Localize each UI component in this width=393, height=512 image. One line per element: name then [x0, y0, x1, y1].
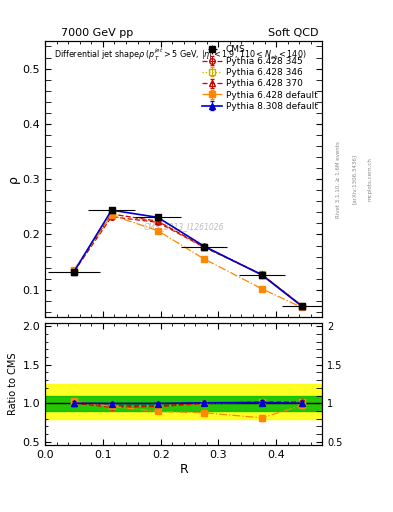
Y-axis label: Ratio to CMS: Ratio to CMS — [8, 353, 18, 415]
Text: CMS_2013_I1261026: CMS_2013_I1261026 — [143, 222, 224, 231]
Text: Differential jet shape$\rho$ ($p_T^{jet}>$5 GeV, $|\eta|<$1.9, 110$<N_{ch}<$140): Differential jet shape$\rho$ ($p_T^{jet}… — [53, 47, 306, 62]
X-axis label: R: R — [179, 463, 188, 476]
Y-axis label: ρ: ρ — [7, 175, 20, 183]
Text: Rivet 3.1.10, ≥ 1.6M events: Rivet 3.1.10, ≥ 1.6M events — [336, 141, 341, 218]
Text: Soft QCD: Soft QCD — [268, 28, 318, 38]
Text: mcplots.cern.ch: mcplots.cern.ch — [367, 157, 373, 201]
Text: [arXiv:1306.3436]: [arXiv:1306.3436] — [352, 154, 357, 204]
Text: 7000 GeV pp: 7000 GeV pp — [61, 28, 133, 38]
Legend: CMS, Pythia 6.428 345, Pythia 6.428 346, Pythia 6.428 370, Pythia 6.428 default,: CMS, Pythia 6.428 345, Pythia 6.428 346,… — [200, 44, 320, 113]
